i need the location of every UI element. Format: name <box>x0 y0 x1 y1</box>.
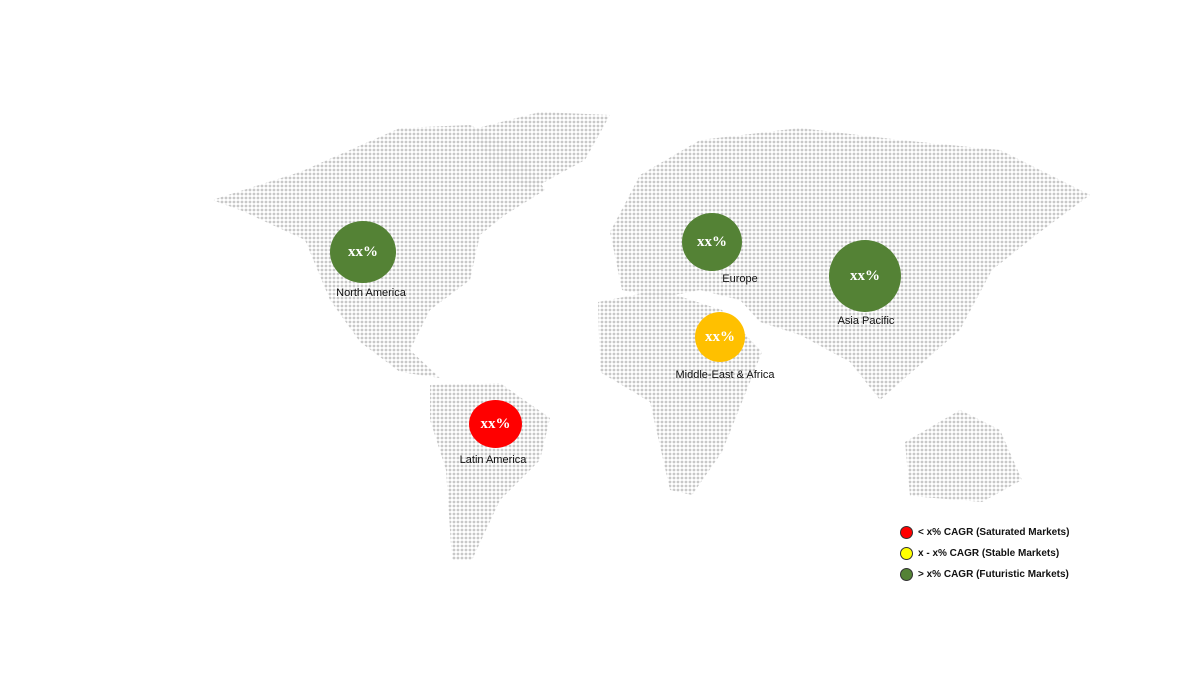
legend-item-stable: x - x% CAGR (Stable Markets) <box>900 543 1069 564</box>
label-asia-pacific: Asia Pacific <box>837 315 895 327</box>
bubble-asia-pacific: xx% <box>829 240 901 312</box>
legend: < x% CAGR (Saturated Markets) x - x% CAG… <box>900 522 1069 585</box>
red-dot-icon <box>900 526 913 539</box>
legend-item-futuristic: > x% CAGR (Futuristic Markets) <box>900 564 1069 585</box>
green-dot-icon <box>900 568 913 581</box>
legend-label: > x% CAGR (Futuristic Markets) <box>918 569 1069 580</box>
bubble-europe: xx% <box>682 213 742 271</box>
greenland-shape <box>470 112 610 190</box>
bubble-north-america: xx% <box>330 221 396 283</box>
bubble-middle-east-africa: xx% <box>695 312 745 362</box>
bubble-latin-america: xx% <box>469 400 522 448</box>
legend-item-saturated: < x% CAGR (Saturated Markets) <box>900 522 1069 543</box>
legend-label: x - x% CAGR (Stable Markets) <box>918 548 1060 559</box>
australia-shape <box>905 410 1022 502</box>
label-latin-america: Latin America <box>459 454 527 466</box>
label-europe: Europe <box>722 273 758 285</box>
yellow-dot-icon <box>900 547 913 560</box>
legend-label: < x% CAGR (Saturated Markets) <box>918 527 1070 538</box>
label-north-america: North America <box>336 287 406 299</box>
label-middle-east-africa: Middle-East & Africa <box>675 369 775 381</box>
